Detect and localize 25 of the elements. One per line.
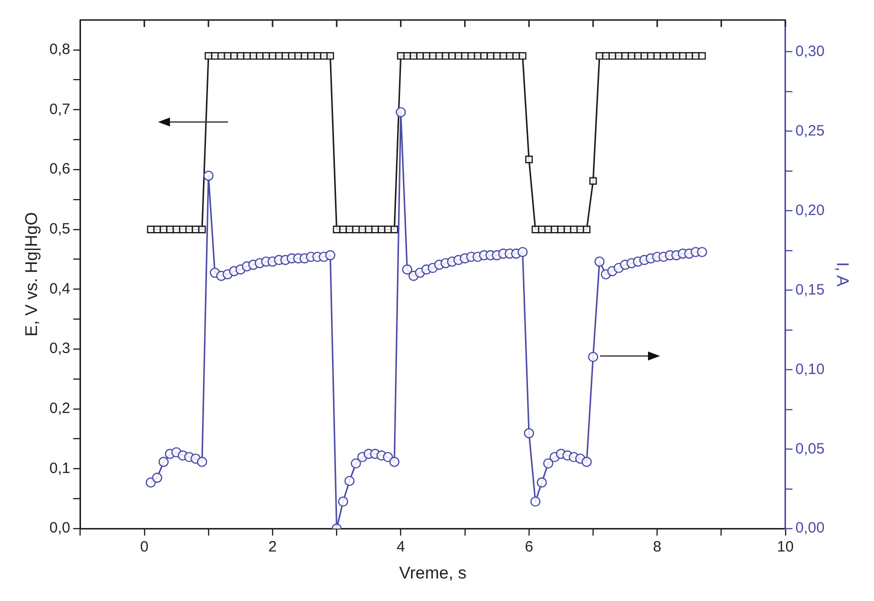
y-tick-label: 0,7: [49, 100, 70, 118]
y2-tick-label: 0,00: [795, 520, 825, 537]
y2-tick-label: 0,05: [795, 440, 825, 458]
x-tick-label: 6: [524, 538, 534, 556]
y2-tick-label: 0,10: [795, 360, 825, 378]
y2-tick-label: 0,20: [795, 202, 825, 219]
y-tick-label: 0,8: [49, 41, 70, 58]
x-tick-label: 8: [653, 538, 662, 556]
y-tick-label: 0,3: [49, 340, 70, 358]
x-axis-title: Vreme, s: [399, 563, 467, 582]
y2-tick-label: 0,15: [795, 281, 825, 298]
y-tick-label: 0,4: [49, 280, 70, 298]
x-tick-label: 10: [777, 538, 794, 556]
y-tick-label: 0,2: [49, 400, 70, 418]
y-tick-label: 0,6: [49, 160, 70, 178]
y2-axis-title: I, A: [833, 262, 852, 288]
y-axis-title: E, V vs. Hg|HgO: [22, 212, 41, 337]
x-tick-label: 0: [140, 538, 149, 556]
x-tick-label: 2: [268, 538, 277, 556]
y2-tick-label: 0,30: [795, 42, 825, 60]
y2-tick-label: 0,25: [795, 122, 825, 140]
y-tick-label: 0,5: [49, 220, 70, 238]
x-tick-label: 4: [396, 538, 405, 556]
y-tick-label: 0,1: [49, 460, 70, 477]
y-tick-label: 0,0: [49, 520, 70, 537]
